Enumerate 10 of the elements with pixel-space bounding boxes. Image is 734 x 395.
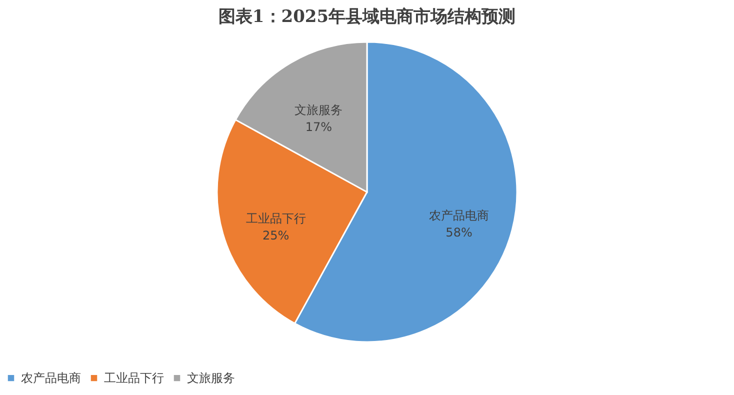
data-label: 25% bbox=[262, 228, 290, 243]
slice-label: 文旅服务 bbox=[294, 103, 343, 118]
legend-label: 文旅服务 bbox=[187, 371, 235, 386]
data-label: 58% bbox=[446, 226, 472, 240]
slice-label: 工业品下行 bbox=[246, 212, 306, 226]
slice-label: 农产品电商 bbox=[429, 208, 490, 223]
legend-label: 工业品下行 bbox=[104, 371, 164, 386]
chart-title: 图表1：2025年县域电商市场结构预测 bbox=[218, 7, 516, 27]
data-label: 17% bbox=[305, 120, 332, 134]
legend-label: 农产品电商 bbox=[21, 371, 81, 386]
